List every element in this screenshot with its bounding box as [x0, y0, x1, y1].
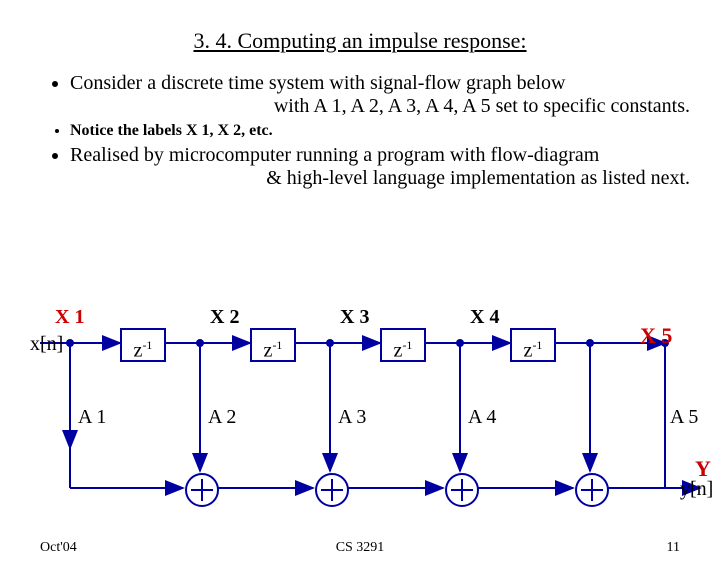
bullet-3: Realised by microcomputer running a prog…	[70, 144, 690, 190]
summer-2	[315, 473, 349, 507]
delay-sup: -1	[142, 338, 152, 352]
delay-box-2: z-1	[250, 328, 296, 362]
delay-box-3: z-1	[380, 328, 426, 362]
label-a3: A 3	[338, 406, 366, 429]
label-x3: X 3	[340, 306, 369, 329]
node-x2	[196, 339, 204, 347]
summer-3	[445, 473, 479, 507]
label-a4: A 4	[468, 406, 496, 429]
node-x4	[456, 339, 464, 347]
bullet-3a: Realised by microcomputer running a prog…	[70, 144, 599, 166]
label-a5: A 5	[670, 406, 698, 429]
signal-flow-diagram: z-1 z-1 z-1 z-1 X 1 X 2 X 3 X 4 X 5 A 1 …	[0, 298, 720, 528]
output-label-yn: y[n]	[680, 478, 713, 501]
label-x4: X 4	[470, 306, 499, 329]
page-title: 3. 4. Computing an impulse response:	[0, 28, 720, 54]
label-a1: A 1	[78, 406, 106, 429]
bullet-list: Consider a discrete time system with sig…	[30, 72, 690, 190]
bullet-2: Notice the labels X 1, X 2, etc.	[70, 122, 690, 140]
bullet-1: Consider a discrete time system with sig…	[70, 72, 690, 118]
footer-center: CS 3291	[336, 540, 385, 556]
bullet-3b: & high-level language implementation as …	[70, 167, 690, 190]
footer-left: Oct'04	[40, 540, 77, 556]
bullet-1b: with A 1, A 2, A 3, A 4, A 5 set to spec…	[70, 95, 690, 118]
delay-box-1: z-1	[120, 328, 166, 362]
delay-sup: -1	[272, 338, 282, 352]
label-x1: X 1	[55, 306, 84, 329]
delay-box-4: z-1	[510, 328, 556, 362]
delay-sup: -1	[402, 338, 412, 352]
input-label: x[n]	[30, 333, 63, 356]
footer-right: 11	[667, 540, 680, 556]
label-x5: X 5	[640, 323, 672, 349]
node-x5b	[586, 339, 594, 347]
summer-1	[185, 473, 219, 507]
node-x1	[66, 339, 74, 347]
label-x2: X 2	[210, 306, 239, 329]
summer-4	[575, 473, 609, 507]
label-a2: A 2	[208, 406, 236, 429]
node-x3	[326, 339, 334, 347]
delay-sup: -1	[532, 338, 542, 352]
bullet-1a: Consider a discrete time system with sig…	[70, 72, 565, 94]
